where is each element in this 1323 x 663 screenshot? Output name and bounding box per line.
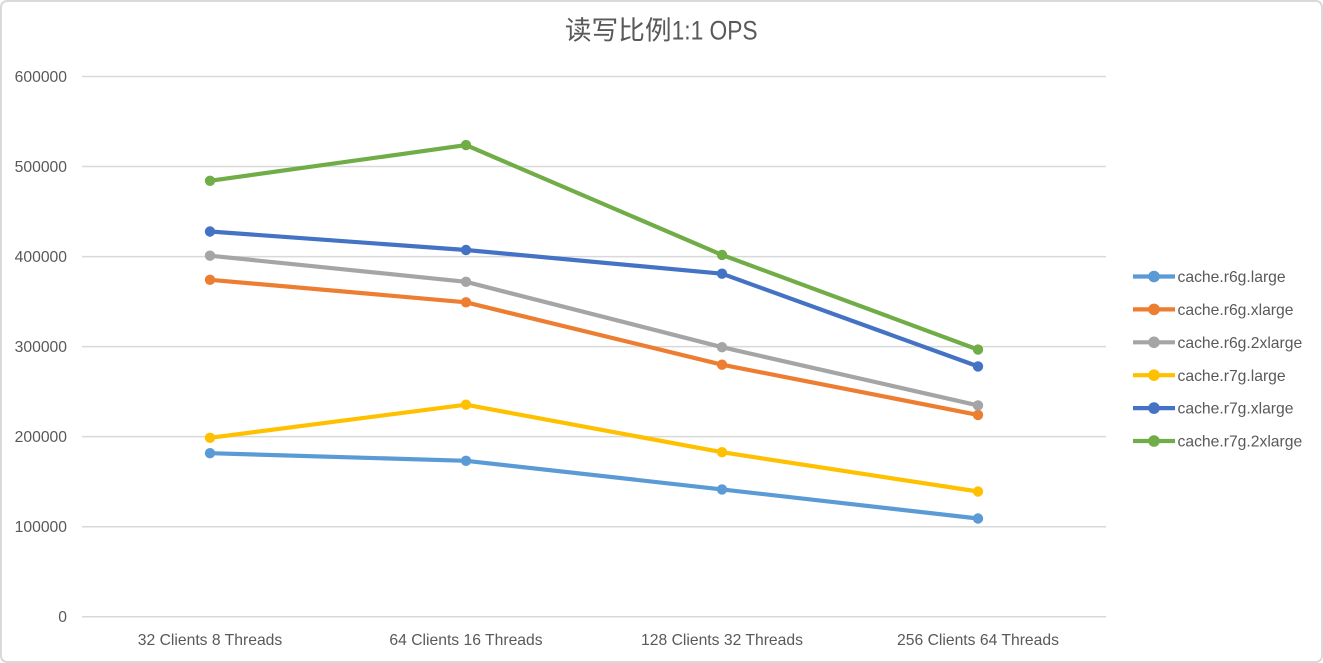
svg-text:400000: 400000 bbox=[15, 249, 68, 266]
svg-text:64 Clients 16 Threads: 64 Clients 16 Threads bbox=[389, 632, 542, 649]
svg-text:cache.r6g.large: cache.r6g.large bbox=[1178, 269, 1286, 286]
svg-text:cache.r6g.2xlarge: cache.r6g.2xlarge bbox=[1178, 335, 1303, 352]
svg-text:1:1 OPS: 1:1 OPS bbox=[672, 16, 758, 46]
svg-text:32 Clients 8 Threads: 32 Clients 8 Threads bbox=[138, 632, 283, 649]
svg-text:500000: 500000 bbox=[15, 159, 68, 176]
svg-text:100000: 100000 bbox=[15, 519, 68, 536]
svg-text:300000: 300000 bbox=[15, 339, 68, 356]
svg-text:200000: 200000 bbox=[15, 429, 68, 446]
svg-text:0: 0 bbox=[58, 609, 67, 626]
svg-text:128 Clients 32 Threads: 128 Clients 32 Threads bbox=[641, 632, 803, 649]
svg-text:cache.r7g.xlarge: cache.r7g.xlarge bbox=[1178, 401, 1294, 418]
svg-text:cache.r7g.large: cache.r7g.large bbox=[1178, 368, 1286, 385]
svg-text:cache.r7g.2xlarge: cache.r7g.2xlarge bbox=[1178, 434, 1303, 451]
svg-text:600000: 600000 bbox=[15, 69, 68, 86]
svg-text:256 Clients 64 Threads: 256 Clients 64 Threads bbox=[897, 632, 1059, 649]
svg-text:cache.r6g.xlarge: cache.r6g.xlarge bbox=[1178, 302, 1294, 319]
